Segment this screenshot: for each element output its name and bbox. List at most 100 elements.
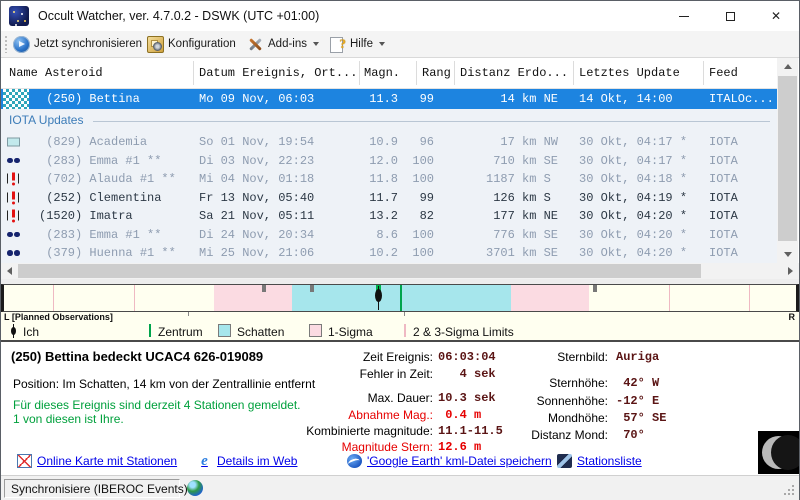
toolbar: Jetzt synchronisieren Konfiguration Add-… [1, 31, 799, 58]
arrow-up-icon [783, 64, 792, 69]
stations-note-1: Für dieses Ereignis sind derzeit 4 Stati… [13, 398, 301, 412]
table-header[interactable]: Name Asteroid Datum Ereignis, Ort... Mag… [1, 58, 778, 89]
telescope-link[interactable]: Stationsliste [557, 454, 642, 468]
ie-link[interactable]: e Details im Web [197, 454, 298, 469]
arrow-left-icon [7, 267, 12, 275]
close-button[interactable]: ✕ [753, 1, 799, 31]
sigma1-band-right [511, 285, 589, 311]
detail-field-row: Sternbild: Auriga [1, 350, 799, 365]
field-value: 70° [616, 428, 645, 442]
maximize-icon [725, 11, 735, 21]
cell-update: 14 Okt, 14:00 [579, 92, 673, 106]
col-header-dist[interactable]: Distanz Erdo... [460, 66, 569, 80]
column-separator[interactable] [193, 61, 194, 85]
field-label: Sonnenhöhe: [536, 394, 608, 408]
field-label: Fehler in Zeit: [359, 367, 433, 381]
cell-name: (252) Clementina [39, 190, 162, 205]
cell-rang: 100 [412, 246, 434, 260]
column-separator[interactable] [416, 61, 417, 85]
scroll-down-button[interactable] [777, 246, 798, 263]
alert-icon [1, 189, 29, 208]
cell-dist: 710 km SE [486, 153, 559, 168]
table-row[interactable]: (829) Academia So 01 Nov, 19:54 10.9 96 17 … [1, 133, 778, 152]
column-separator[interactable] [359, 61, 360, 85]
cell-name: (379) Huenna #1 ** [39, 246, 176, 260]
col-header-date[interactable]: Datum Ereignis, Ort... [199, 66, 358, 80]
cell-dist: 14 km NE [486, 92, 559, 106]
field-value: -12° E [616, 394, 660, 408]
column-separator[interactable] [454, 61, 455, 85]
help-menu-button[interactable]: Hilfe [329, 31, 386, 57]
field-value: 0.4 m [438, 408, 482, 422]
column-separator[interactable] [573, 61, 574, 85]
sync-now-button[interactable]: Jetzt synchronisieren [13, 31, 142, 57]
minimize-button[interactable] [661, 1, 707, 31]
sigma23-line-icon [404, 324, 406, 337]
table-row[interactable]: (702) Alauda #1 ** Mi 04 Nov, 01:18 11.8 10… [1, 170, 778, 189]
map-icon [17, 454, 32, 468]
earth-link[interactable]: 'Google Earth' kml-Datei speichern [347, 454, 552, 468]
table-row[interactable]: (283) Emma #1 ** Di 03 Nov, 22:23 12.0 100 … [1, 152, 778, 171]
table-row[interactable]: (283) Emma #1 ** Di 24 Nov, 20:34 8.6 100 … [1, 226, 778, 245]
table-row[interactable]: (1520) Imatra Sa 21 Nov, 05:11 13.2 82 177 … [1, 207, 778, 226]
table-row[interactable]: (252) Clementina Fr 13 Nov, 05:40 11.7 99 1… [1, 189, 778, 208]
cell-date: Di 03 Nov, 22:23 [199, 153, 315, 168]
titlebar: Occult Watcher, ver. 4.7.0.2 - DSWK (UTC… [1, 1, 799, 31]
addins-label: Add-ins [268, 38, 307, 50]
link-label: Details im Web [217, 454, 298, 468]
horizontal-scrollbar[interactable] [1, 263, 799, 279]
detail-field-row: Magnitude Stern: 12.6 m [1, 440, 799, 455]
scroll-right-button[interactable] [782, 263, 799, 279]
cell-update: 30 Okt, 04:17 * [579, 135, 688, 149]
shadow-swatch-icon [218, 324, 231, 337]
vertical-scrollbar[interactable] [777, 58, 798, 263]
table-row[interactable]: (379) Huenna #1 ** Mi 25 Nov, 21:06 10.2 10… [1, 244, 778, 263]
configuration-icon [147, 35, 164, 53]
table-row-selected[interactable]: (250) Bettina Mo 09 Nov, 06:03 11.3 99 1… [1, 89, 778, 109]
table-background [1, 89, 778, 263]
cell-date: Mi 25 Nov, 21:06 [199, 246, 315, 260]
my-station-pin-icon [9, 324, 18, 338]
cell-rang: 82 [419, 209, 434, 223]
vertical-scroll-thumb[interactable] [778, 76, 797, 241]
col-header-magn[interactable]: Magn. [364, 66, 401, 80]
horizontal-scroll-thumb[interactable] [18, 264, 701, 278]
scale-tick [188, 312, 189, 316]
col-header-rang[interactable]: Rang [422, 66, 451, 80]
maximize-button[interactable] [707, 1, 753, 31]
scroll-up-button[interactable] [777, 58, 798, 75]
cell-magn: 12.0 [369, 153, 398, 168]
column-separator[interactable] [703, 61, 704, 85]
configuration-button[interactable]: Konfiguration [147, 31, 236, 57]
cell-update: 30 Okt, 04:18 * [579, 172, 688, 186]
cell-feed: IOTA [709, 227, 738, 242]
col-header-feed[interactable]: Feed [709, 66, 738, 80]
col-header-update[interactable]: Letztes Update [579, 66, 680, 80]
cell-name: (283) Emma #1 ** [39, 153, 162, 168]
link-label: Stationsliste [577, 454, 642, 468]
map-link[interactable]: Online Karte mit Stationen [17, 454, 177, 468]
alert-icon [1, 207, 29, 226]
window-title: Occult Watcher, ver. 4.7.0.2 - DSWK (UTC… [38, 9, 320, 23]
cell-date: Fr 13 Nov, 05:40 [199, 190, 315, 205]
plot-left-label: L [Planned Observations] [4, 312, 113, 322]
cell-feed: IOTA [709, 153, 738, 168]
field-label: Sternbild: [557, 350, 608, 364]
addins-menu-button[interactable]: Add-ins [247, 31, 319, 57]
field-label: Distanz Mond: [531, 428, 608, 442]
detail-field-row: Sternhöhe: 42° W [1, 376, 799, 391]
dots-icon [1, 152, 29, 171]
cell-update: 30 Okt, 04:20 * [579, 227, 688, 242]
center-line [400, 285, 402, 311]
panel-gap [1, 279, 799, 284]
cell-rang: 100 [412, 153, 434, 168]
detail-field-row: Mondhöhe: 57° SE [1, 411, 799, 426]
resize-grip[interactable] [784, 485, 795, 496]
sigma-limit-line [669, 285, 670, 311]
scroll-left-button[interactable] [1, 263, 18, 279]
col-header-name[interactable]: Name Asteroid [9, 66, 103, 80]
group-divider-line [93, 121, 770, 122]
detail-field-row: Zeit Ereignis: 06:03:04 [1, 350, 799, 365]
cell-rang: 100 [412, 227, 434, 242]
minimize-icon [679, 15, 689, 17]
